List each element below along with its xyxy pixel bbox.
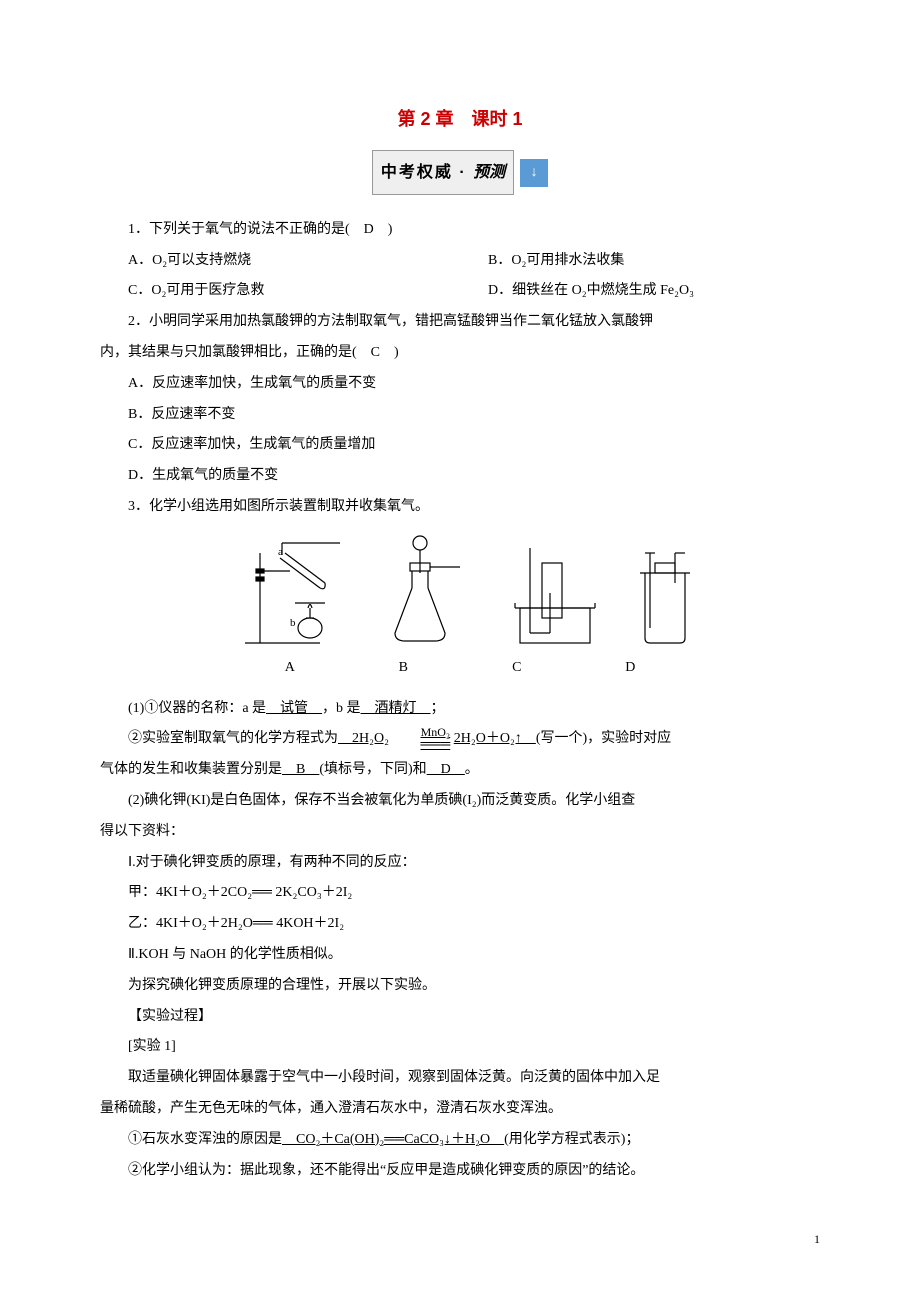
q3-p13: ①石灰水变浑浊的原因是 CO₂＋Ca(OH)₂══CaCO₃↓＋H₂O (用化学… — [100, 1125, 820, 1156]
q1-row-ab: A．O₂可以支持燃烧 B．O₂可用排水法收集 — [100, 246, 820, 277]
title-text: 第 2 章 课时 1 — [397, 109, 522, 129]
q3-p1-post: ； — [431, 701, 445, 716]
q1-stem: 1．下列关于氧气的说法不正确的是( D ) — [100, 215, 820, 246]
q3-p13-post: (用化学方程式表示)； — [504, 1132, 639, 1147]
q2-opt-b: B．反应速率不变 — [100, 400, 820, 431]
label-c: C — [462, 653, 572, 684]
q3-p8: Ⅱ.KOH 与 NaOH 的化学性质相似。 — [100, 940, 820, 971]
q1-row-cd: C．O₂可用于医疗急救 D．细铁丝在 O₂中燃烧生成 Fe₂O₃ — [100, 276, 820, 307]
page-title: 第 2 章 课时 1 — [100, 100, 820, 140]
q1-opt-a: A．O₂可以支持燃烧 — [100, 246, 460, 277]
q2-line2-post: ) — [380, 345, 399, 360]
apparatus-svg: a b — [220, 533, 700, 653]
q3-p3: 气体的发生和收集装置分别是 B (填标号，下同)和 D 。 — [100, 755, 820, 786]
label-b: B — [348, 653, 458, 684]
svg-text:a: a — [278, 546, 283, 558]
q2-answer: C — [371, 345, 380, 360]
apparatus-labels: A B C D — [100, 653, 820, 684]
q1-stem-text: 1．下列关于氧气的说法不正确的是( — [128, 222, 364, 237]
q3-p1-b: 酒精灯 — [361, 701, 431, 716]
q1-stem-tail: ) — [374, 222, 393, 237]
q3-p2-eq-right: 2H₂O＋O₂↑ — [454, 731, 536, 746]
q3-p3-d: D — [427, 762, 465, 777]
q3-p4: (2)碘化钾(KI)是白色固体，保存不当会被氧化为单质碘(I₂)而泛黄变质。化学… — [100, 786, 820, 817]
banner-main: 中考权威 · — [381, 164, 473, 181]
q3-p3-b: B — [282, 762, 319, 777]
banner: 中考权威 · 预测 ↓ — [100, 150, 820, 195]
arrow-down-icon: ↓ — [520, 159, 548, 187]
q3-p12: 取适量碘化钾固体暴露于空气中一小段时间，观察到固体泛黄。向泛黄的固体中加入足 — [100, 1063, 820, 1094]
q1-opt-c: C．O₂可用于医疗急救 — [100, 276, 460, 307]
q3-p1-mid: ，b 是 — [322, 701, 361, 716]
q3-p2-eq-left: 2H₂O₂ — [338, 731, 389, 746]
q2-opt-a: A．反应速率加快，生成氧气的质量不变 — [100, 369, 820, 400]
banner-sub: 预测 — [473, 164, 505, 181]
q3-p5: Ⅰ.对于碘化钾变质的原理，有两种不同的反应： — [100, 848, 820, 879]
q3-p3-post: 。 — [465, 762, 479, 777]
q2-opt-c: C．反应速率加快，生成氧气的质量增加 — [100, 430, 820, 461]
q3-p1-a: 试管 — [266, 701, 322, 716]
q3-p7: 乙：4KI＋O₂＋2H₂O══ 4KOH＋2I₂ — [100, 909, 820, 940]
label-a: A — [235, 653, 345, 684]
q3-p13-eq: CO₂＋Ca(OH)₂══CaCO₃↓＋H₂O — [282, 1132, 504, 1147]
q3-p2-cond: MnO₂ ═══ — [392, 726, 450, 752]
q3-p9: 为探究碘化钾变质原理的合理性，开展以下实验。 — [100, 971, 820, 1002]
q3-p2: ②实验室制取氧气的化学方程式为 2H₂O₂ MnO₂ ═══ 2H₂O＋O₂↑ … — [100, 724, 820, 755]
q3-p12b: 量稀硫酸，产生无色无味的气体，通入澄清石灰水中，澄清石灰水变浑浊。 — [100, 1094, 820, 1125]
q2-line2: 内，其结果与只加氯酸钾相比，正确的是( C ) — [100, 338, 820, 369]
svg-text:b: b — [290, 617, 296, 629]
q3-p1-pre: (1)①仪器的名称：a 是 — [128, 701, 266, 716]
q1-opt-b: B．O₂可用排水法收集 — [460, 246, 820, 277]
q3-p3-pre: 气体的发生和收集装置分别是 — [100, 762, 282, 777]
label-d: D — [575, 653, 685, 684]
q1-answer: D — [364, 222, 374, 237]
q3-p1: (1)①仪器的名称：a 是 试管 ，b 是 酒精灯 ； — [100, 694, 820, 725]
q3-p4b: 得以下资料： — [100, 817, 820, 848]
q3-p14: ②化学小组认为：据此现象，还不能得出“反应甲是造成碘化钾变质的原因”的结论。 — [100, 1156, 820, 1187]
page-number: 1 — [100, 1226, 820, 1252]
q2-line1: 2．小明同学采用加热氯酸钾的方法制取氧气，错把高锰酸钾当作二氧化锰放入氯酸钾 — [100, 307, 820, 338]
q2-opt-d: D．生成氧气的质量不变 — [100, 461, 820, 492]
q3-p2-pre: ②实验室制取氧气的化学方程式为 — [128, 731, 338, 746]
q2-line2-pre: 内，其结果与只加氯酸钾相比，正确的是( — [100, 345, 371, 360]
banner-box: 中考权威 · 预测 — [372, 150, 514, 195]
q3-p2-mid: (写一个)，实验时对应 — [536, 731, 671, 746]
q3-p3-mid: (填标号，下同)和 — [319, 762, 426, 777]
q3-stem: 3．化学小组选用如图所示装置制取并收集氧气。 — [100, 492, 820, 523]
q3-p10: 【实验过程】 — [100, 1002, 820, 1033]
q3-p6: 甲：4KI＋O₂＋2CO₂══ 2K₂CO₃＋2I₂ — [100, 878, 820, 909]
apparatus-figure: a b — [100, 533, 820, 684]
q3-p11: [实验 1] — [100, 1032, 820, 1063]
q3-p13-pre: ①石灰水变浑浊的原因是 — [128, 1132, 282, 1147]
q1-opt-d: D．细铁丝在 O₂中燃烧生成 Fe₂O₃ — [460, 276, 820, 307]
